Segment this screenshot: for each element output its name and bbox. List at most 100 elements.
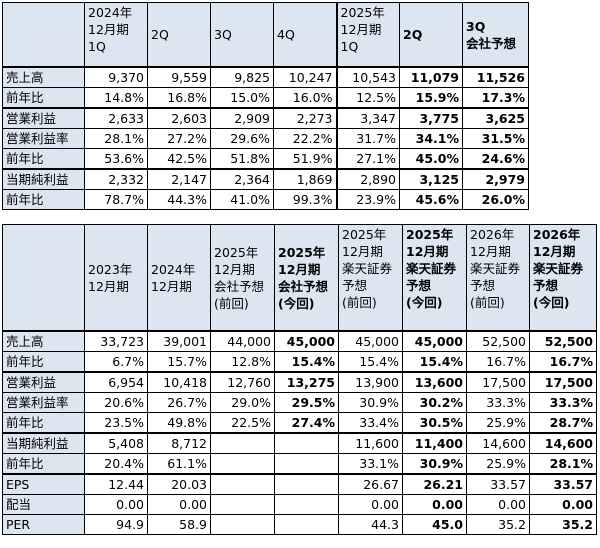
value-cell (274, 472, 339, 495)
column-header-2024-2q: 2Q (147, 2, 211, 67)
value-cell (210, 431, 275, 454)
value-cell (210, 452, 275, 474)
value-cell: 13,600 (402, 370, 467, 393)
row-label: 配当 (2, 493, 85, 515)
header-line: 12月期 (278, 261, 321, 277)
column-header-fy2026-rakuten-prev: 2026年 12月期 楽天証券 予想 (前回) (466, 224, 530, 331)
column-header-fy2025-company-current: 2025年 12月期 会社予想 (今回) (274, 224, 339, 331)
value-cell: 51.8% (210, 147, 274, 169)
header-line: 予想 (342, 278, 368, 293)
value-cell: 52,500 (529, 329, 597, 352)
value-cell: 2,909 (210, 106, 274, 129)
header-line: 2Q (403, 27, 423, 43)
header-line: (今回) (406, 295, 443, 310)
value-cell: 2,890 (335, 167, 400, 190)
value-cell: 2,633 (84, 106, 148, 129)
value-cell: 28.1% (529, 452, 597, 474)
value-cell: 2,979 (462, 167, 529, 190)
header-line: 2025年 (342, 227, 387, 242)
value-cell: 24.6% (462, 147, 529, 169)
table-row: PER 94.9 58.9 44.3 45.0 35.2 35.2 (2, 513, 597, 535)
header-line: 2026年 (533, 227, 581, 242)
table-row: 営業利益 6,954 10,418 12,760 13,275 13,900 1… (2, 370, 597, 393)
value-cell: 53.6% (84, 147, 148, 169)
value-cell: 25.9% (466, 411, 530, 433)
header-line: 2023年 (88, 261, 133, 277)
value-cell: 10,247 (273, 65, 337, 88)
value-cell: 12,760 (210, 370, 275, 393)
value-cell: 3,775 (399, 106, 463, 129)
value-cell: 27.4% (274, 411, 339, 433)
value-cell: 34.1% (399, 127, 463, 149)
corner-header-cell (2, 2, 85, 67)
value-cell: 14,600 (466, 431, 530, 454)
value-cell: 6.7% (84, 350, 148, 372)
value-cell: 22.2% (273, 127, 337, 149)
table-row: 売上高 33,723 39,001 44,000 45,000 45,000 4… (2, 329, 597, 352)
value-cell: 14.8% (84, 86, 148, 108)
value-cell: 29.6% (210, 127, 274, 149)
table-row: 配当 0.00 0.00 0.00 0.00 0.00 0.00 (2, 493, 597, 515)
column-header-2025-2q: 2Q (399, 2, 463, 67)
value-cell: 15.0% (210, 86, 274, 108)
table-row: 前年比 23.5% 49.8% 22.5% 27.4% 33.4% 30.5% … (2, 411, 597, 433)
value-cell: 12.8% (210, 350, 275, 372)
header-line: 4Q (277, 27, 295, 43)
value-cell: 51.9% (273, 147, 337, 169)
value-cell: 33,723 (84, 329, 148, 352)
value-cell: 10,418 (147, 370, 211, 393)
value-cell: 12.5% (335, 86, 400, 108)
header-line: 2024年 (151, 261, 196, 277)
row-label: 前年比 (2, 188, 85, 210)
row-label: 売上高 (2, 329, 85, 352)
value-cell: 30.2% (402, 391, 467, 413)
value-cell: 16.7% (466, 350, 530, 372)
value-cell: 6,954 (84, 370, 148, 393)
value-cell: 0.00 (466, 493, 530, 515)
value-cell: 33.1% (338, 452, 403, 474)
value-cell: 25.9% (466, 452, 530, 474)
value-cell (274, 493, 339, 515)
value-cell: 0.00 (84, 493, 148, 515)
value-cell: 15.4% (274, 350, 339, 372)
header-line: 12月期 (533, 244, 576, 259)
table-row: 当期純利益 2,332 2,147 2,364 1,869 2,890 3,12… (2, 167, 529, 190)
value-cell: 35.2 (466, 513, 530, 535)
value-cell: 30.9% (402, 452, 467, 474)
value-cell: 27.1% (335, 147, 400, 169)
header-line: 予想 (470, 278, 496, 293)
header-line: (前回) (214, 295, 249, 311)
value-cell: 11,079 (399, 65, 463, 88)
value-cell: 2,603 (147, 106, 211, 129)
column-header-fy2024: 2024年 12月期 (147, 224, 211, 331)
header-line: 会社予想 (466, 35, 517, 51)
value-cell: 33.3% (529, 391, 597, 413)
column-header-fy2026-rakuten-current: 2026年 12月期 楽天証券 予想 (今回) (529, 224, 597, 331)
value-cell: 39,001 (147, 329, 211, 352)
value-cell: 26.7% (147, 391, 211, 413)
header-line: 楽天証券 (406, 261, 457, 276)
row-label: EPS (2, 472, 85, 495)
value-cell: 2,332 (84, 167, 148, 190)
value-cell: 94.9 (84, 513, 148, 535)
value-cell: 42.5% (147, 147, 211, 169)
value-cell: 30.9% (338, 391, 403, 413)
value-cell: 12.44 (84, 472, 148, 495)
value-cell: 3,347 (335, 106, 400, 129)
value-cell: 2,364 (210, 167, 274, 190)
column-header-fy2023: 2023年 12月期 (84, 224, 148, 331)
header-line: 2025年 (406, 227, 454, 242)
value-cell: 1,869 (273, 167, 337, 190)
value-cell: 26.21 (402, 472, 467, 495)
header-line: 2025年 (340, 5, 385, 20)
table-row: 前年比 6.7% 15.7% 12.8% 15.4% 15.4% 15.4% 1… (2, 350, 597, 372)
value-cell: 61.1% (147, 452, 211, 474)
value-cell (274, 452, 339, 474)
value-cell: 44.3% (147, 188, 211, 210)
column-header-2024-3q: 3Q (210, 2, 274, 67)
value-cell (274, 513, 339, 535)
value-cell: 9,825 (210, 65, 274, 88)
header-line: 12月期 (406, 244, 449, 259)
value-cell: 2,147 (147, 167, 211, 190)
header-line: (前回) (342, 295, 377, 310)
